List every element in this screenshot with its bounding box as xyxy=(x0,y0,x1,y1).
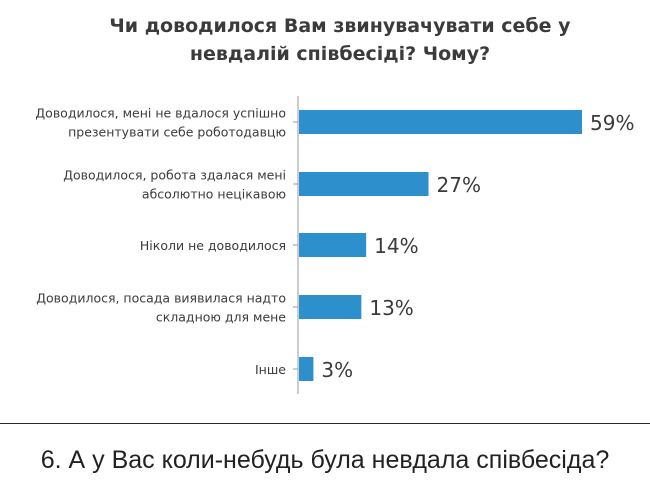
bar xyxy=(299,357,314,381)
category-label: Ніколи не доводилося xyxy=(140,238,286,253)
chart-title: Чи доводилося Вам звинувачувати себе у н… xyxy=(70,12,610,68)
category-label: Доводилося, робота здалася мені абсолютно… xyxy=(63,168,286,202)
chart-title-line-1: Чи доводилося Вам звинувачувати себе у xyxy=(109,15,571,37)
value-label: 13% xyxy=(369,296,413,320)
value-label: 59% xyxy=(590,111,634,135)
chart-title-line-2: невдалій співбесіді? Чому? xyxy=(189,43,491,65)
bar-chart: Доводилося, мені не вдалося успішно презе… xyxy=(35,96,634,394)
bar xyxy=(299,295,362,319)
category-label: Інше xyxy=(255,362,286,377)
value-label: 27% xyxy=(437,173,481,197)
value-label: 3% xyxy=(321,358,353,382)
bar xyxy=(299,233,367,257)
bar xyxy=(299,172,429,196)
value-label: 14% xyxy=(374,234,418,258)
caption: 6. А у Вас коли-небудь була невдала спів… xyxy=(40,446,610,474)
bar xyxy=(299,110,582,134)
category-label: Доводилося, мені не вдалося успішно презе… xyxy=(35,106,286,140)
divider xyxy=(0,423,650,424)
category-label: Доводилося, посада виявилася надто складн… xyxy=(36,291,286,325)
